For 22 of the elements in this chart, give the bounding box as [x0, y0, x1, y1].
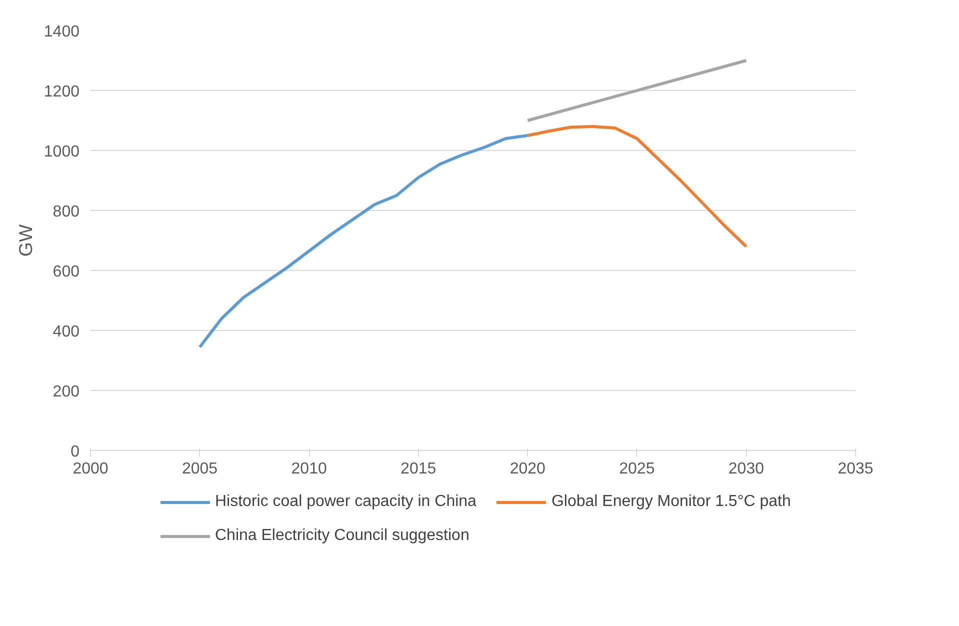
y-tick-label: 200: [52, 384, 80, 400]
y-tick-label: 0: [70, 444, 80, 460]
line-series: [198, 134, 530, 348]
x-tick-label: 2005: [182, 460, 218, 478]
y-tick-label: 1200: [44, 84, 80, 100]
y-axis-title: GW: [14, 224, 36, 257]
x-tick-label: 2035: [838, 460, 874, 478]
y-tick-label: 600: [52, 264, 80, 280]
legend-label: China Electricity Council suggestion: [215, 527, 470, 545]
y-tick-label: 800: [52, 204, 80, 220]
x-tick-label: 2015: [400, 460, 436, 478]
x-tick-label: 2030: [728, 460, 764, 478]
x-tick-label: 2000: [72, 460, 108, 478]
legend-label: Global Energy Monitor 1.5°C path: [551, 493, 791, 511]
x-tick-label: 2010: [291, 460, 327, 478]
x-tick-label: 2025: [619, 460, 655, 478]
x-tick-label: 2020: [510, 460, 546, 478]
legend-label: Historic coal power capacity in China: [215, 493, 476, 511]
y-tick-label: 1400: [44, 24, 80, 40]
y-tick-label: 1000: [44, 144, 80, 160]
line-series: [526, 125, 748, 248]
y-tick-label: 400: [52, 324, 80, 340]
